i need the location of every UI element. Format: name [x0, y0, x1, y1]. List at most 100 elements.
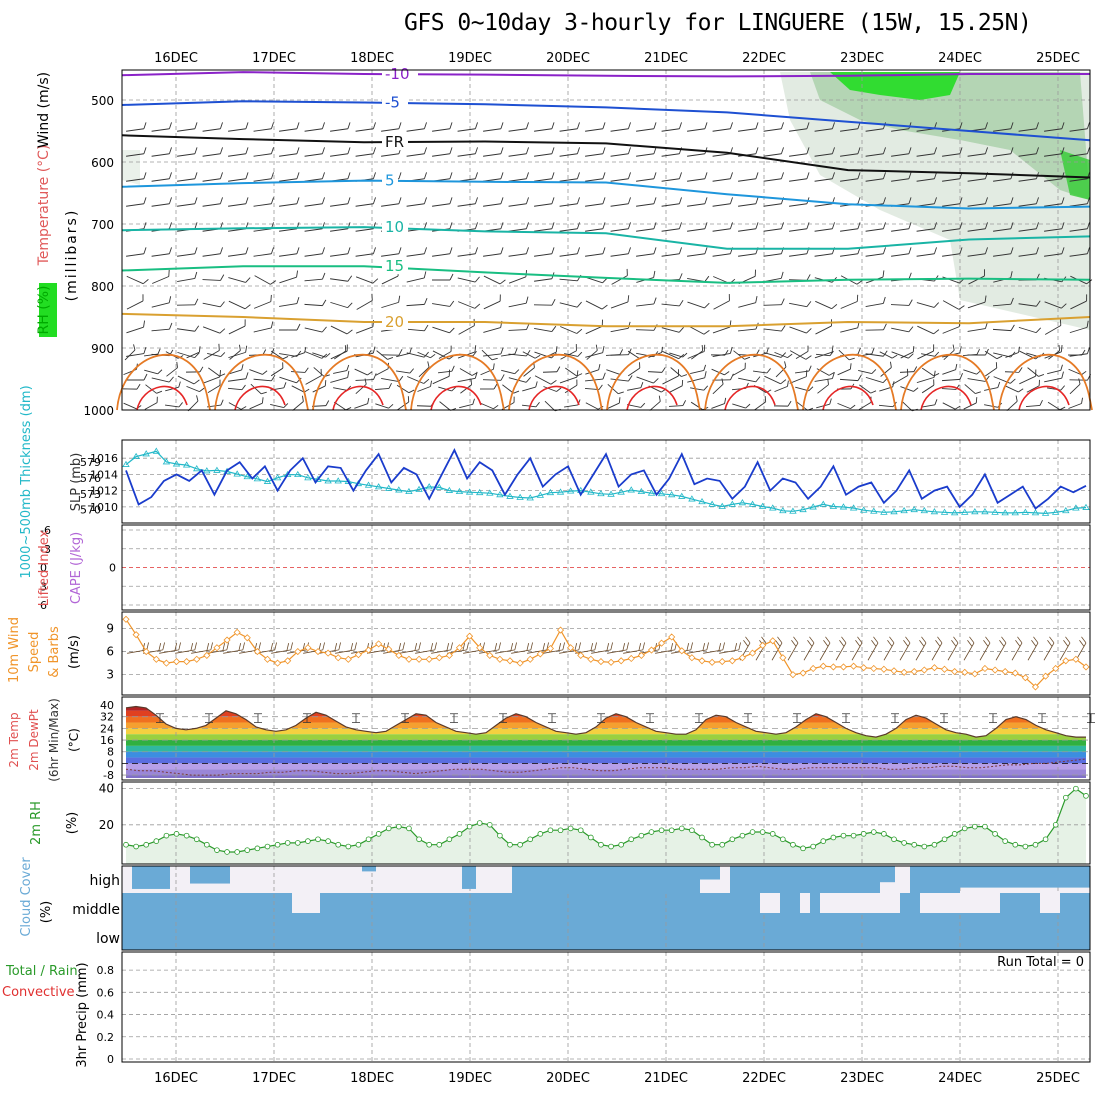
cloud-level-label: low [96, 931, 120, 947]
wind-barb-upper [1027, 367, 1045, 377]
wind-barb-upper [921, 351, 940, 357]
wind-barb-upper [279, 147, 300, 157]
rh-point [588, 834, 594, 841]
wind-barb-upper [732, 362, 746, 376]
wind-barb-upper [610, 375, 633, 382]
wind-speed-point [759, 641, 767, 649]
y-tick-label: -8 [103, 769, 114, 782]
wind-barb-upper [839, 374, 862, 382]
wind-barb-upper [984, 350, 1003, 360]
wind-speed-point [526, 655, 534, 663]
wind-barb-upper [253, 294, 272, 309]
y-tick-label: 40 [100, 699, 114, 712]
y-tick-label: 20 [99, 818, 114, 832]
wind-barb-upper [916, 222, 937, 232]
wind-barb-upper [815, 300, 838, 310]
thickness-point [132, 452, 140, 460]
wind-barb-upper [312, 380, 327, 393]
rh-point [244, 847, 251, 853]
wind-barb-upper [249, 369, 268, 375]
wind-barb-10m [947, 636, 959, 661]
wind-barb-upper [418, 361, 430, 378]
wind-barb-upper [763, 271, 784, 283]
contour-label-bg [382, 219, 408, 236]
thickness-point [839, 503, 848, 510]
rh-point [335, 841, 342, 848]
wind-barb-upper [1018, 300, 1041, 307]
thickness-point [718, 502, 726, 509]
wind-speed-point [253, 648, 261, 656]
wind-barb-upper [228, 300, 251, 310]
wind-barb-10m [1075, 636, 1087, 661]
wind-barb-upper [313, 367, 330, 378]
rh-point [1032, 841, 1039, 848]
wind-barb-upper [984, 381, 1001, 391]
temp-contour-25 [802, 354, 897, 411]
wind-barb-upper [559, 301, 582, 308]
minmax-bar [989, 713, 997, 723]
wind-barb-upper [738, 376, 761, 383]
wind-barb-upper [177, 197, 198, 207]
temp-contour-25 [312, 354, 407, 411]
wind-barb-upper [585, 300, 608, 310]
wind-barb-upper [480, 363, 495, 376]
rh-point [870, 829, 877, 835]
wind-barb-10m [703, 642, 725, 654]
wind-speed-point [142, 648, 150, 656]
wind-barb-upper [610, 122, 631, 132]
wind-barb-upper [661, 327, 684, 333]
rh-point [214, 847, 220, 853]
temp-contour [121, 71, 1090, 78]
rh-point [678, 825, 685, 832]
wind-barb-upper [151, 147, 172, 157]
wind-barb-upper [330, 325, 353, 335]
wind-barb-upper [417, 351, 436, 359]
rh-point [476, 820, 483, 826]
slp-line [125, 448, 1087, 510]
contour-label: -10 [385, 65, 410, 83]
wind-speed-point [324, 649, 332, 657]
temp-band [126, 706, 1086, 711]
rh-point [204, 841, 210, 848]
wind-barb-upper [228, 345, 248, 359]
rh-point [780, 836, 786, 843]
thickness-point [597, 489, 605, 497]
wind-barb-upper [942, 222, 963, 232]
wind-barb-10m [623, 642, 645, 654]
wind-barb-upper [789, 147, 810, 157]
thickness-point [1041, 509, 1050, 516]
wind-barb-upper [1069, 374, 1092, 381]
wind-barb-upper [711, 368, 730, 376]
contour-label: 5 [385, 172, 395, 190]
wind-barb-upper [457, 247, 478, 257]
panel-label-rh-unit: (%) [65, 812, 80, 835]
minmax-bar [891, 713, 899, 723]
wind-speed-point [637, 651, 645, 659]
rh-point [951, 831, 958, 837]
thickness-point [849, 504, 858, 511]
wind-barb-upper [585, 364, 601, 375]
wind-barb-10m [835, 636, 847, 661]
wind-barb-upper [967, 295, 987, 309]
rh-point [881, 831, 887, 837]
wind-speed-point [890, 667, 898, 675]
wind-barb-upper [865, 270, 885, 284]
wind-barb-upper [483, 347, 504, 357]
wind-barb-upper [432, 247, 453, 257]
temp-contour [121, 226, 1091, 250]
y-tick-label-li: -3 [40, 543, 51, 556]
thickness-point [1001, 509, 1009, 516]
rh-point [992, 831, 998, 837]
temp-band [126, 751, 1086, 758]
minmax-bar [254, 713, 262, 723]
wind-barb-upper [610, 147, 631, 157]
wind-barb-upper [865, 147, 886, 157]
rh-point [860, 831, 867, 837]
cloud-high [512, 866, 700, 893]
wind-barb-upper [773, 400, 792, 407]
wind-barb-10m [899, 636, 911, 661]
wind-barb-upper [126, 122, 147, 132]
wind-barb-upper [534, 172, 555, 182]
rh-point [416, 836, 422, 843]
wind-barb-upper [636, 222, 657, 232]
